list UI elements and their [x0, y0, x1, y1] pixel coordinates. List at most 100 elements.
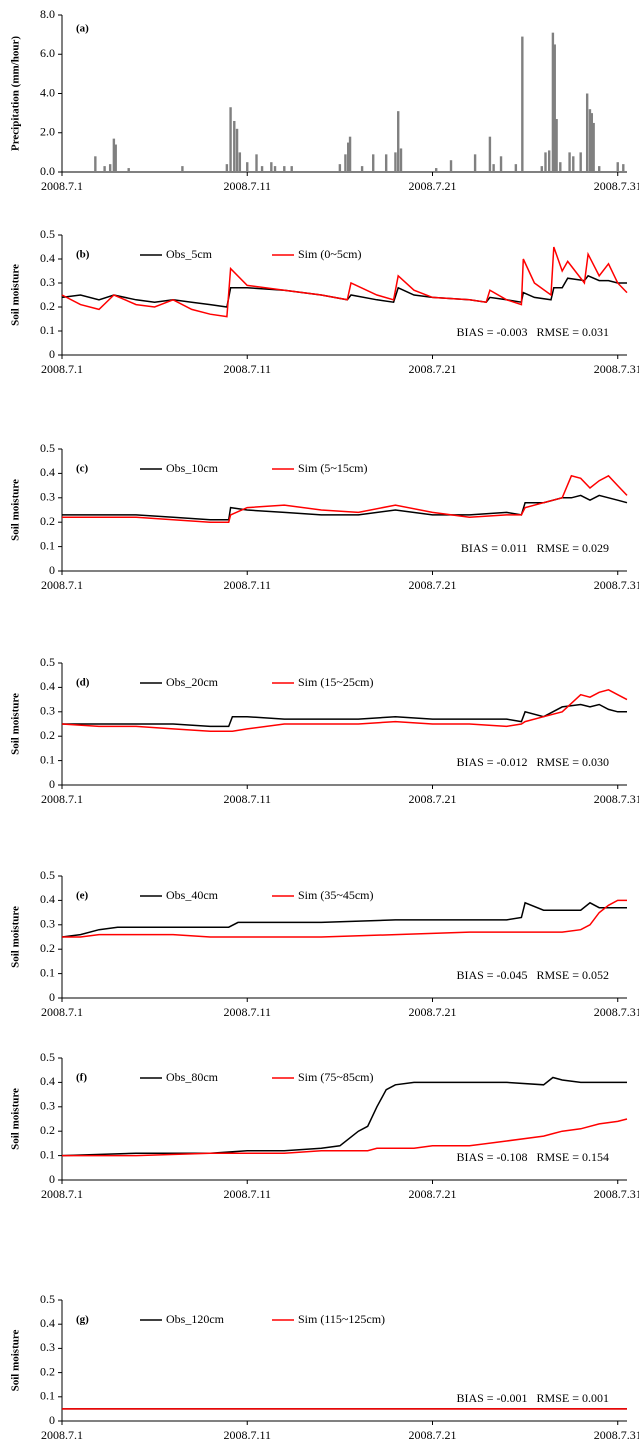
y-axis-title: Soil moisture	[10, 1088, 22, 1150]
y-axis-title: Soil moisture	[10, 693, 22, 755]
y-axis-title: Precipitation (mm/hour)	[10, 36, 22, 151]
bar	[521, 36, 524, 173]
legend-label: Obs_5cm	[166, 247, 213, 261]
annotation: BIAS = -0.012 RMSE = 0.030	[456, 755, 609, 769]
bar	[114, 144, 117, 172]
bar	[559, 162, 562, 172]
y-tick-label: 0.1	[40, 752, 55, 766]
x-tick-label: 2008.7.21	[408, 1187, 456, 1201]
y-tick-label: 0.4	[40, 465, 55, 479]
x-tick-label: 2008.7.11	[223, 1428, 271, 1442]
bar	[553, 44, 556, 172]
y-tick-label: 0	[49, 1413, 55, 1427]
x-tick-label: 2008.7.31	[594, 578, 639, 592]
y-tick-label: 0.2	[40, 941, 55, 955]
y-axis-title: Soil moisture	[10, 1329, 22, 1391]
bar	[499, 156, 503, 172]
bar	[592, 122, 595, 172]
bar	[246, 162, 249, 172]
bar	[544, 152, 547, 172]
bar	[492, 164, 495, 172]
y-tick-label: 0	[49, 777, 55, 791]
panel-label: (b)	[76, 249, 90, 261]
legend-label: Obs_10cm	[166, 461, 219, 475]
panel-label: (d)	[76, 677, 90, 689]
x-tick-label: 2008.7.11	[223, 1005, 271, 1019]
x-tick-label: 2008.7.11	[223, 792, 271, 806]
bar	[260, 166, 264, 172]
y-tick-label: 0.1	[40, 965, 55, 979]
legend-label: Obs_20cm	[166, 675, 219, 689]
legend-label: Obs_80cm	[166, 1070, 219, 1084]
y-tick-label: 0.4	[40, 251, 55, 265]
bar	[94, 156, 97, 172]
series-line	[61, 246, 628, 318]
series-line	[61, 688, 628, 733]
x-tick-label: 2008.7.1	[41, 578, 83, 592]
annotation: BIAS = -0.001 RMSE = 0.001	[456, 1391, 609, 1405]
x-tick-label: 2008.7.31	[594, 362, 639, 376]
y-tick-label: 0	[49, 347, 55, 361]
series-line	[62, 494, 628, 521]
bar	[616, 162, 619, 172]
legend-label: Sim (75~85cm)	[298, 1070, 374, 1084]
x-tick-label: 2008.7.31	[594, 1428, 639, 1442]
bar	[225, 164, 229, 172]
annotation: BIAS = -0.045 RMSE = 0.052	[456, 968, 609, 982]
x-tick-label: 2008.7.21	[408, 179, 456, 193]
x-tick-label: 2008.7.21	[408, 1005, 456, 1019]
bar	[622, 164, 625, 172]
bar	[127, 168, 130, 172]
bar	[488, 136, 492, 172]
bar	[273, 166, 277, 172]
x-tick-label: 2008.7.1	[41, 792, 83, 806]
bar	[255, 154, 258, 172]
y-tick-label: 0.2	[40, 514, 55, 528]
y-tick-label: 0.5	[40, 655, 55, 669]
series-line	[62, 703, 627, 728]
y-axis-title: Soil moisture	[10, 264, 22, 326]
legend-label: Obs_120cm	[166, 1312, 225, 1326]
series-line	[61, 1076, 627, 1157]
y-tick-label: 0.1	[40, 538, 55, 552]
bar	[338, 164, 342, 172]
x-tick-label: 2008.7.1	[41, 1005, 83, 1019]
annotation: BIAS = -0.003 RMSE = 0.031	[456, 325, 609, 339]
bar	[372, 154, 375, 172]
y-tick-label: 0.0	[40, 164, 55, 178]
panel-label: (a)	[76, 23, 89, 35]
x-tick-label: 2008.7.21	[408, 578, 456, 592]
y-tick-label: 0.5	[40, 227, 55, 241]
x-tick-label: 2008.7.1	[41, 362, 83, 376]
y-tick-label: 0.1	[40, 1389, 55, 1403]
bar	[555, 119, 558, 172]
bar	[270, 162, 273, 172]
bar	[348, 136, 352, 172]
y-tick-label: 0.4	[40, 1316, 55, 1330]
bar	[103, 166, 106, 172]
y-tick-label: 8.0	[40, 7, 55, 21]
y-tick-label: 4.0	[40, 85, 55, 99]
x-tick-label: 2008.7.11	[223, 1187, 271, 1201]
bar	[540, 166, 543, 172]
x-tick-label: 2008.7.21	[408, 362, 456, 376]
bar	[590, 113, 594, 172]
bar	[283, 166, 286, 172]
y-axis-title: Soil moisture	[10, 906, 22, 968]
y-tick-label: 0.5	[40, 1050, 55, 1064]
y-tick-label: 0.5	[40, 1292, 55, 1306]
y-tick-label: 0	[49, 1172, 55, 1186]
y-tick-label: 0.2	[40, 299, 55, 313]
y-tick-label: 0.2	[40, 1123, 55, 1137]
x-tick-label: 2008.7.11	[223, 179, 271, 193]
bar	[384, 154, 388, 172]
bar	[572, 156, 575, 172]
y-tick-label: 0	[49, 563, 55, 577]
series-line	[61, 274, 627, 308]
x-tick-label: 2008.7.11	[223, 362, 271, 376]
bar	[397, 111, 400, 172]
bar	[233, 120, 236, 172]
bar	[434, 168, 438, 172]
y-tick-label: 2.0	[40, 125, 55, 139]
y-tick-label: 0.3	[40, 490, 55, 504]
